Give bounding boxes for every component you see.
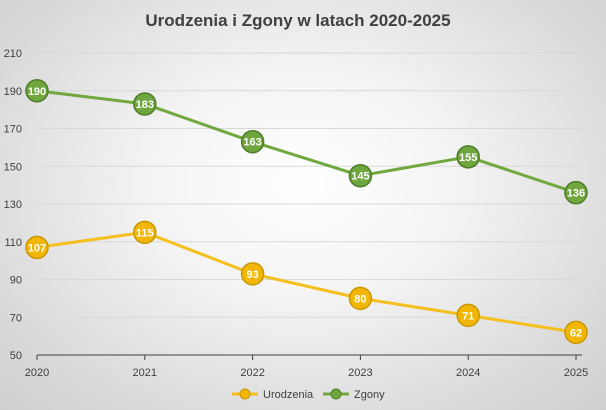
data-point (348, 286, 373, 311)
data-point (456, 303, 480, 328)
x-tick-label: 2023 (348, 367, 372, 379)
data-label: 136 (567, 188, 585, 200)
series-line (36, 89, 577, 195)
axes: 50 70 90 110 130 150 170 190 210 2020 2021 2022 2023… (4, 48, 589, 379)
legend-swatch-marker (330, 388, 342, 400)
data-label: 115 (136, 227, 154, 239)
data-point (133, 220, 157, 245)
data-point (240, 262, 265, 286)
data-point (240, 129, 265, 154)
y-tick-label: 150 (4, 161, 22, 173)
x-tick-label: 2025 (564, 367, 588, 379)
y-tick-label: 50 (10, 350, 22, 362)
data-point (133, 92, 157, 116)
y-tick-label: 90 (10, 275, 22, 287)
data-label: 155 (459, 152, 477, 164)
legend-label: Zgony (354, 389, 385, 401)
data-point (25, 79, 49, 103)
data-label: 93 (246, 269, 258, 281)
y-tick-label: 210 (4, 48, 22, 60)
legend: Urodzenia Zgony (232, 388, 385, 401)
x-tick-label: 2021 (133, 367, 157, 379)
x-tick-label: 2024 (456, 367, 480, 379)
data-label: 183 (136, 99, 154, 111)
data-label: 80 (354, 293, 366, 305)
legend-swatch-marker (239, 388, 251, 400)
data-label: 62 (570, 327, 582, 339)
y-tick-label: 110 (4, 237, 22, 249)
x-tick-label: 2022 (240, 367, 264, 379)
x-tick-label: 2020 (25, 367, 49, 379)
y-tick-label: 170 (4, 124, 22, 136)
y-tick-label: 190 (4, 86, 22, 98)
legend-label: Urodzenia (263, 389, 314, 401)
data-point (564, 180, 588, 205)
series: 107 115 93 80 71 62 190 183 163 145 155 136 (25, 79, 588, 345)
data-point (25, 235, 49, 260)
grid (37, 52, 582, 318)
chart-title: Urodzenia i Zgony w latach 2020-2025 (145, 11, 450, 30)
data-point (348, 163, 373, 188)
data-point (456, 145, 480, 169)
data-label: 163 (243, 137, 261, 149)
data-label: 190 (28, 86, 46, 98)
data-label: 71 (462, 310, 474, 322)
data-label: 107 (28, 242, 46, 254)
series-line (36, 230, 577, 334)
y-tick-label: 130 (4, 199, 22, 211)
data-label: 145 (351, 171, 369, 183)
y-tick-label: 70 (10, 312, 22, 324)
data-point (564, 320, 588, 345)
